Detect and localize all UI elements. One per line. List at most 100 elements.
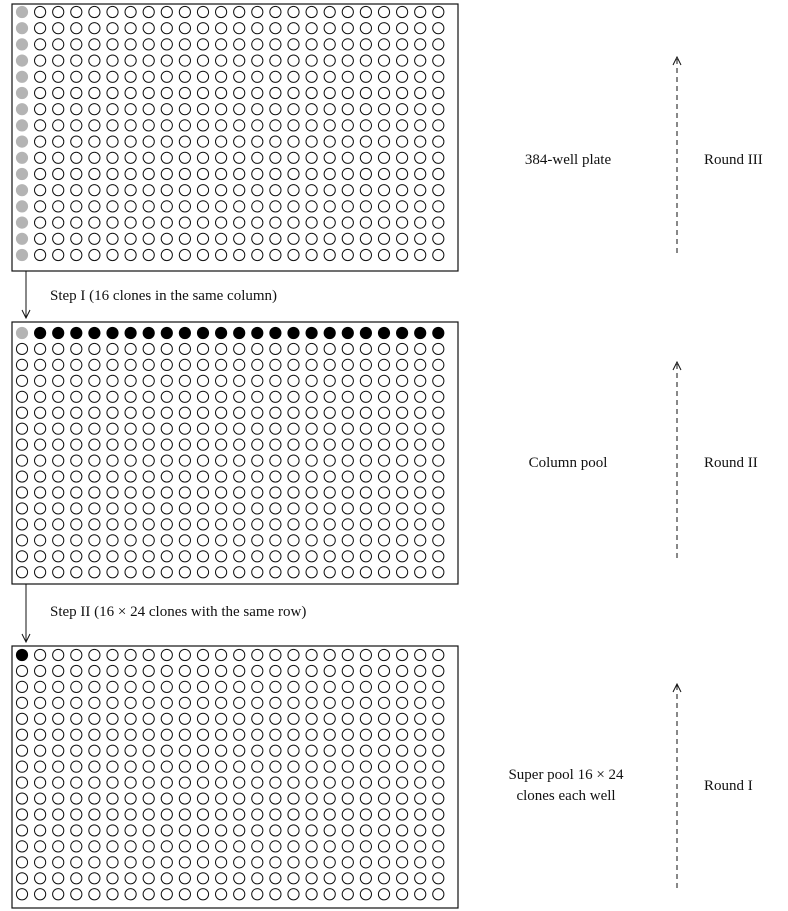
well [341, 454, 354, 467]
well [269, 390, 282, 403]
well [88, 888, 101, 901]
well [396, 518, 409, 531]
well [269, 776, 282, 789]
well [359, 200, 372, 213]
well [106, 534, 119, 547]
well [432, 518, 445, 531]
well [215, 248, 228, 262]
well [52, 438, 65, 451]
well [287, 808, 300, 821]
well [160, 824, 173, 837]
well [88, 406, 101, 419]
well [70, 422, 83, 435]
well [251, 888, 264, 901]
well [414, 888, 427, 901]
well [377, 54, 391, 67]
well [106, 744, 119, 757]
well [88, 550, 101, 563]
well [305, 728, 318, 741]
well [34, 550, 47, 563]
well [251, 326, 264, 340]
well [233, 326, 246, 340]
well [251, 824, 264, 837]
well [233, 502, 246, 515]
well [377, 5, 391, 19]
well [34, 680, 47, 694]
well [106, 216, 119, 229]
well [233, 167, 246, 181]
well [88, 5, 101, 19]
well [215, 438, 228, 451]
well [178, 103, 191, 116]
well [178, 390, 191, 403]
well [142, 390, 155, 403]
well [269, 760, 282, 773]
well [70, 486, 83, 499]
well [269, 696, 282, 709]
well [305, 38, 318, 51]
well [215, 342, 228, 356]
well [359, 22, 372, 35]
well [106, 232, 119, 245]
well [160, 454, 173, 467]
well [233, 248, 246, 262]
well [196, 776, 210, 789]
well [15, 566, 29, 579]
well [377, 232, 391, 245]
well [341, 840, 354, 853]
well [341, 792, 354, 805]
well [396, 54, 409, 67]
well [196, 888, 210, 901]
well [178, 486, 191, 499]
well [52, 696, 65, 709]
well [142, 22, 155, 35]
well [323, 728, 336, 741]
well [341, 326, 354, 340]
well [287, 856, 300, 869]
well [251, 744, 264, 757]
well [15, 438, 29, 451]
well [287, 167, 300, 181]
well [323, 550, 336, 563]
well [124, 728, 137, 741]
well [414, 712, 427, 725]
well [251, 248, 264, 262]
well [414, 358, 427, 371]
well [269, 342, 282, 356]
well [251, 54, 264, 67]
column-pool-plate [11, 321, 459, 585]
well [88, 486, 101, 499]
well [160, 534, 173, 547]
well [15, 664, 29, 678]
well [323, 358, 336, 371]
well [269, 232, 282, 245]
well [106, 167, 119, 181]
well [377, 86, 391, 100]
well [160, 776, 173, 789]
well [396, 534, 409, 547]
well [215, 358, 228, 371]
well [142, 776, 155, 789]
well [106, 103, 119, 116]
well [124, 167, 137, 181]
well [251, 518, 264, 531]
well [396, 664, 409, 678]
well [70, 151, 83, 164]
step-2-label: Step II (16 × 24 clones with the same ro… [50, 604, 306, 620]
well [52, 518, 65, 531]
well [178, 872, 191, 885]
well [178, 200, 191, 213]
well [34, 664, 47, 678]
well [323, 744, 336, 757]
well [377, 502, 391, 515]
well [196, 374, 210, 387]
well [305, 502, 318, 515]
well [341, 470, 354, 483]
well [142, 200, 155, 213]
well [414, 70, 427, 83]
well [88, 22, 101, 35]
well [160, 390, 173, 403]
well [323, 135, 336, 148]
well [432, 566, 445, 579]
well [432, 184, 445, 197]
